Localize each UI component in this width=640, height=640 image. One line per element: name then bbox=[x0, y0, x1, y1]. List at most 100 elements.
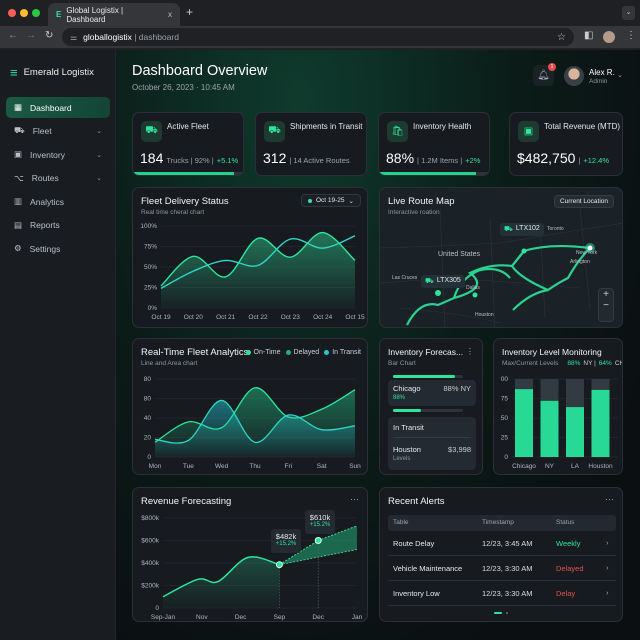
city-row[interactable]: Chicago 88% NY 88% bbox=[388, 380, 476, 406]
minimize-window-button[interactable] bbox=[20, 9, 28, 17]
tab-close-icon[interactable]: x bbox=[168, 10, 172, 19]
legend-item[interactable]: On-Time bbox=[245, 349, 281, 356]
sidebar-item-settings[interactable]: ⚙ Settings bbox=[6, 238, 110, 259]
map-pin[interactable] bbox=[435, 290, 441, 296]
zoom-out-button[interactable]: − bbox=[603, 300, 609, 311]
sidebar-item-reports[interactable]: ▤ Reports bbox=[6, 215, 110, 236]
sidebar-item-label: Dashboard bbox=[30, 102, 72, 113]
browser-tab[interactable]: E Global Logistix | Dashboard x bbox=[48, 3, 180, 26]
kpi-card[interactable]: ⛟ Active Fleet 184 Trucks | 92% | +5.1% bbox=[132, 112, 244, 176]
kpi-value: $482,750 bbox=[517, 150, 576, 166]
url-bar[interactable]: ⚌ globallogistix | dashboard ☆ bbox=[62, 28, 574, 46]
truck-icon: ⛟ bbox=[14, 125, 25, 135]
chevron-right-icon[interactable]: › bbox=[606, 538, 609, 547]
sidebar-item-dashboard[interactable]: ▦ Dashboard bbox=[6, 97, 110, 118]
notifications-button[interactable]: 🔔︎ 1 bbox=[533, 63, 556, 86]
series-area bbox=[161, 232, 355, 308]
card-title: Real-Time Fleet Analytics bbox=[141, 347, 249, 358]
sidebar-item-fleet[interactable]: ⛟ Fleet ⌄ bbox=[6, 121, 110, 142]
series-area bbox=[163, 556, 280, 608]
sidebar-item-label: Analytics bbox=[30, 196, 65, 207]
series-line bbox=[154, 399, 356, 444]
kpi-detail: Trucks | 92% | bbox=[166, 156, 214, 165]
map-pin-dallas[interactable] bbox=[472, 292, 478, 298]
close-window-button[interactable] bbox=[8, 9, 16, 17]
sidebar-item-analytics[interactable]: ▥ Analytics bbox=[6, 191, 110, 212]
legend-item[interactable]: Delayed bbox=[285, 349, 319, 356]
divider bbox=[393, 437, 471, 438]
map-label: Toronto bbox=[547, 226, 564, 232]
x-tick-label: Chicago bbox=[512, 463, 536, 470]
kpi-card[interactable]: ⛟ Shipments in Transit 312 | 14 Active Ro… bbox=[255, 112, 367, 176]
callout-delta: +15.2% bbox=[275, 541, 297, 547]
sidebar-item-label: Inventory bbox=[30, 149, 65, 160]
current-location-button[interactable]: Current Location bbox=[553, 195, 614, 208]
stat-label: NY | bbox=[583, 360, 596, 367]
series-line bbox=[154, 387, 356, 443]
map-label: Houston bbox=[475, 312, 494, 318]
alert-row[interactable]: Route Delay 12/23, 3:45 AM Weekly › bbox=[388, 531, 616, 556]
profile-avatar-icon[interactable] bbox=[603, 31, 615, 43]
x-tick-label: Oct 24 bbox=[313, 314, 333, 321]
tab-favicon-icon: E bbox=[56, 10, 62, 19]
kpi-card[interactable]: 🛍︎ Inventory Health 88% | 1.2M Items | +2% bbox=[378, 112, 490, 176]
y-tick-label: $800k bbox=[141, 515, 159, 522]
revenue-card: Revenue Forecasting ··· 0 $200k $400k $600k… bbox=[132, 487, 368, 622]
truck-id: LTX305 bbox=[436, 277, 461, 284]
forward-icon[interactable]: → bbox=[26, 30, 36, 41]
transit-panel[interactable]: In Transit Houston $3,998 Levels bbox=[388, 417, 476, 470]
kpi-card[interactable]: ▣ Total Revenue (MTD) $482,750 | +12.4% bbox=[509, 112, 623, 176]
bar-chart-icon: ▥ bbox=[14, 196, 23, 206]
pagination-dot-active[interactable] bbox=[494, 612, 502, 614]
pagination-dot[interactable] bbox=[506, 612, 508, 614]
chevron-right-icon[interactable]: › bbox=[606, 588, 609, 597]
user-name: Alex R. bbox=[589, 68, 615, 77]
more-options-icon[interactable]: ··· bbox=[605, 494, 614, 504]
sidebar-item-inventory[interactable]: ▣ Inventory ⌄ bbox=[6, 144, 110, 165]
map-label: Las Cruces bbox=[392, 275, 418, 281]
site-info-icon[interactable]: ⚌ bbox=[70, 32, 78, 42]
sidebar-item-label: Settings bbox=[29, 243, 61, 254]
back-icon[interactable]: ← bbox=[8, 30, 18, 41]
legend-item[interactable]: In Transit bbox=[324, 349, 361, 356]
new-tab-button[interactable]: + bbox=[186, 5, 194, 19]
y-tick-label: 40 bbox=[144, 415, 152, 422]
url-domain: globallogistix bbox=[83, 32, 132, 42]
chevron-right-icon[interactable]: › bbox=[606, 563, 609, 572]
fleet-delivery-chart: 0% 25% 50% 75% 100% Oct 19 Oct 20 Oct 21 Oct 22 O… bbox=[140, 223, 365, 321]
zoom-in-button[interactable]: + bbox=[603, 289, 609, 300]
x-tick-label: Sep bbox=[274, 614, 286, 621]
x-tick-label: Sat bbox=[317, 463, 327, 470]
truck-marker-ltx305[interactable]: ⛟ LTX305 bbox=[421, 275, 465, 288]
y-tick-label: 25% bbox=[144, 285, 157, 292]
tab-search-chevron-icon[interactable]: ⌄ bbox=[622, 6, 635, 20]
date-range-dropdown[interactable]: Oct 19-25 ⌄ bbox=[301, 194, 361, 207]
menu-kebab-icon[interactable]: ⋮ bbox=[626, 30, 636, 41]
more-options-icon[interactable]: ⋮ bbox=[466, 347, 474, 356]
stat-label: CH bbox=[614, 360, 622, 367]
status-dot-icon bbox=[308, 198, 312, 203]
reload-icon[interactable]: ↻ bbox=[45, 30, 54, 41]
x-tick-label: Oct 21 bbox=[216, 314, 236, 321]
map-pin[interactable] bbox=[521, 248, 527, 254]
column-header: Status bbox=[556, 519, 575, 526]
page-title: Dashboard Overview bbox=[132, 63, 268, 79]
page-date: October 26, 2023 · 10:45 AM bbox=[132, 83, 235, 92]
maximize-window-button[interactable] bbox=[32, 9, 40, 17]
kpi-value: 312 bbox=[263, 150, 287, 166]
bag-icon: 🛍︎ bbox=[387, 121, 408, 142]
more-options-icon[interactable]: ··· bbox=[350, 494, 359, 504]
alert-row[interactable]: Inventory Low 12/23, 3:30 AM Delay › bbox=[388, 581, 616, 606]
user-menu-chevron-icon[interactable]: ⌄ bbox=[617, 72, 623, 79]
x-tick-label: LA bbox=[571, 463, 580, 470]
sidebar-item-routes[interactable]: ⌥ Routes ⌄ bbox=[6, 168, 110, 189]
sidebar-toggle-icon[interactable]: ◧ bbox=[584, 30, 594, 41]
chevron-down-icon: ⌄ bbox=[96, 151, 102, 159]
callout-value: $482k bbox=[275, 532, 297, 541]
alert-row[interactable]: Vehicle Maintenance 12/23, 3:30 AM Delay… bbox=[388, 556, 616, 581]
bookmark-star-icon[interactable]: ☆ bbox=[557, 31, 566, 43]
x-tick-label: Oct 15 bbox=[345, 314, 365, 321]
user-avatar[interactable] bbox=[564, 66, 584, 86]
callout-value: $610k bbox=[309, 513, 331, 522]
truck-marker-ltx102[interactable]: ⛟ LTX102 bbox=[500, 223, 544, 236]
